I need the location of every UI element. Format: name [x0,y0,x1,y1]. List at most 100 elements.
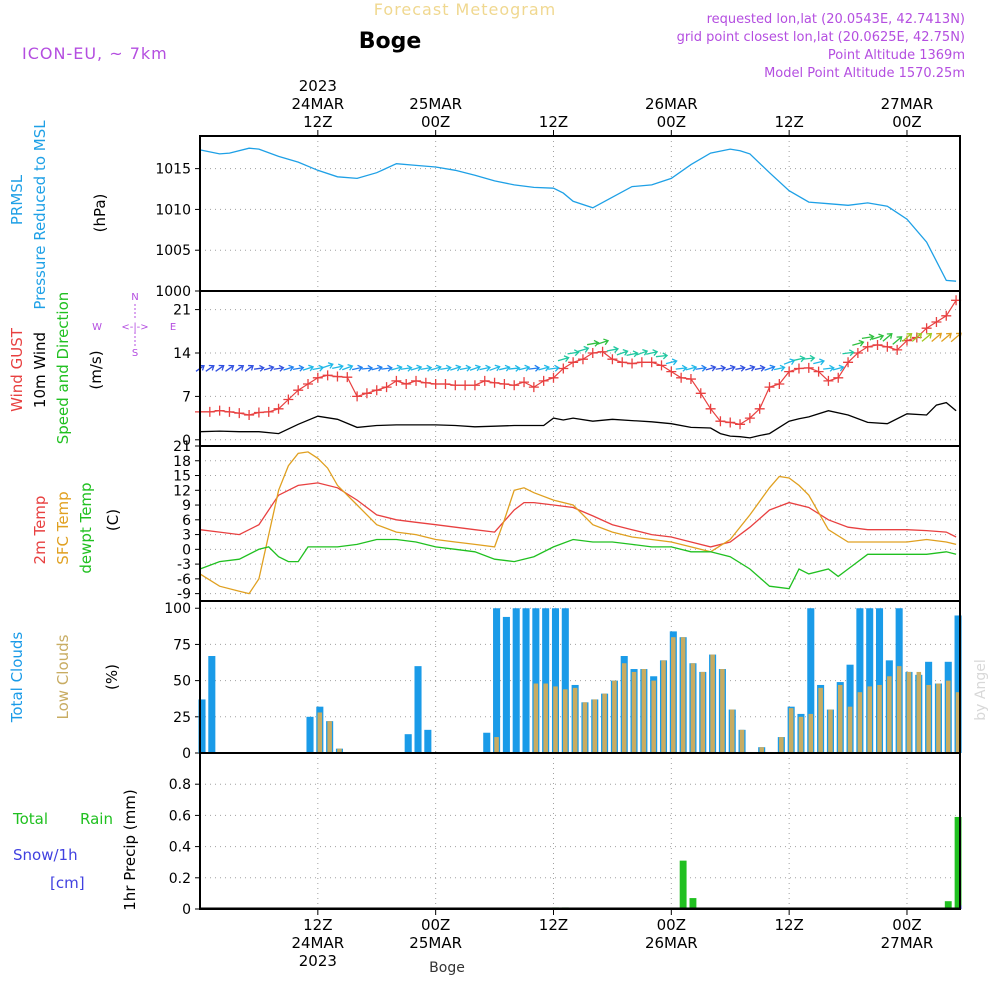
time-label-bottom: 12Z [303,916,332,934]
wind-arrow [381,364,393,372]
gust-marker [224,406,235,417]
y-tick-label: 21 [173,303,191,319]
series-prmsl-line [199,147,957,282]
gust-marker [214,405,225,416]
total-cloud-bar [512,608,520,753]
wind-arrow [528,364,541,372]
total-cloud-bar [551,608,560,753]
grid-point-coords: grid point closest lon,lat (20.0625E, 42… [677,30,965,45]
low-cloud-bar [680,637,686,753]
wind-arrow [391,364,403,372]
wind-arrow-shape [567,349,580,357]
wind-arrow [931,332,943,342]
panel-frame-temp [199,445,961,602]
wind-arrow [832,364,845,372]
wind-arrow [508,364,521,372]
wind-arrow-shape [871,333,885,341]
compass-north: N [131,292,138,303]
wind-arrow [892,336,903,345]
wind-arrow [322,362,334,369]
total-cloud-bar [875,608,884,753]
gust-marker [597,346,608,357]
wind-arrow-shape [882,333,893,342]
wind-arrow-shape [773,364,786,372]
wind-arrow-shape [253,364,265,372]
low-cloud-bar [759,747,764,753]
gust-marker [430,379,441,389]
wind-arrow [735,364,746,372]
gust-marker [627,358,638,369]
wind-arrow [215,364,225,372]
wind-arrow-shape [528,364,541,372]
y-tick-label: 0 [182,542,191,558]
low-cloud-bar [327,721,332,753]
y-tick-label: -6 [177,572,191,588]
wind-arrow [341,363,354,371]
gust-marker [312,372,323,383]
gust-marker [774,379,785,389]
wind-arrow [675,364,688,372]
y-tick-label: 0.6 [169,808,191,824]
label-dewpt-temp: dewpt Temp [77,482,95,573]
low-cloud-bar [563,689,568,753]
low-cloud-bar [700,671,706,753]
gust-marker [489,377,500,388]
rain-bar [954,816,962,909]
low-cloud-bar [828,709,833,753]
compass-arrows: <-|-> [121,322,148,333]
wind-arrow-shape [675,364,688,372]
gust-marker [862,341,873,352]
gust-marker [744,413,755,424]
y-tick-label: 7 [182,389,191,405]
label-2m-temp: 2m Temp [31,496,49,565]
gust-marker [469,380,480,391]
low-cloud-bar [631,671,637,753]
y-tick-label: 12 [173,483,191,499]
total-cloud-bar [493,608,501,753]
wind-arrow [695,364,707,372]
y-tick-label: 50 [173,674,191,690]
wind-arrow [705,364,717,372]
gust-marker [705,403,716,414]
y-tick-label: 14 [173,346,191,362]
panel-grid-pressure: 1000 1005 1010 1015 [155,136,960,300]
label-precip-mm: 1hr Precip (mm) [121,789,139,910]
low-cloud-bar [808,713,814,753]
gust-marker [685,374,696,385]
low-cloud-bar [690,663,696,753]
wind-arrow [253,364,265,372]
total-cloud-bar [208,656,216,753]
gust-marker [401,379,412,389]
panel-frame-pressure [199,135,961,292]
gust-marker [263,406,274,417]
wind-arrow-shape [440,364,452,372]
low-cloud-bar [788,708,794,753]
gust-marker [322,370,333,381]
y-tick-label: 3 [182,528,191,544]
wind-arrow-shape [450,364,462,372]
low-cloud-bar [720,669,725,753]
wind-arrow [803,354,816,362]
gust-marker [528,382,539,393]
wind-arrow [489,364,501,372]
time-label-top: 12Z [774,113,803,131]
gust-marker [715,416,726,427]
y-tick-label: 0.4 [169,840,191,856]
wind-arrow [371,364,383,372]
low-cloud-bar [612,680,617,753]
label-sfc-temp: SFC Temp [54,491,72,564]
total-cloud-bar [542,608,550,753]
rain-bar [689,898,697,909]
wind-arrow-shape [842,349,855,357]
gust-marker [646,357,657,368]
gust-marker [636,357,647,368]
gust-marker [764,382,775,393]
wind-arrow-shape [931,332,943,342]
time-label-top: 27MAR [881,95,934,113]
wind-arrow [626,350,639,358]
wind-arrow-shape [518,364,531,372]
low-cloud-bar [906,671,912,753]
total-cloud-bar [502,616,510,753]
wind-arrow-shape [606,346,620,353]
